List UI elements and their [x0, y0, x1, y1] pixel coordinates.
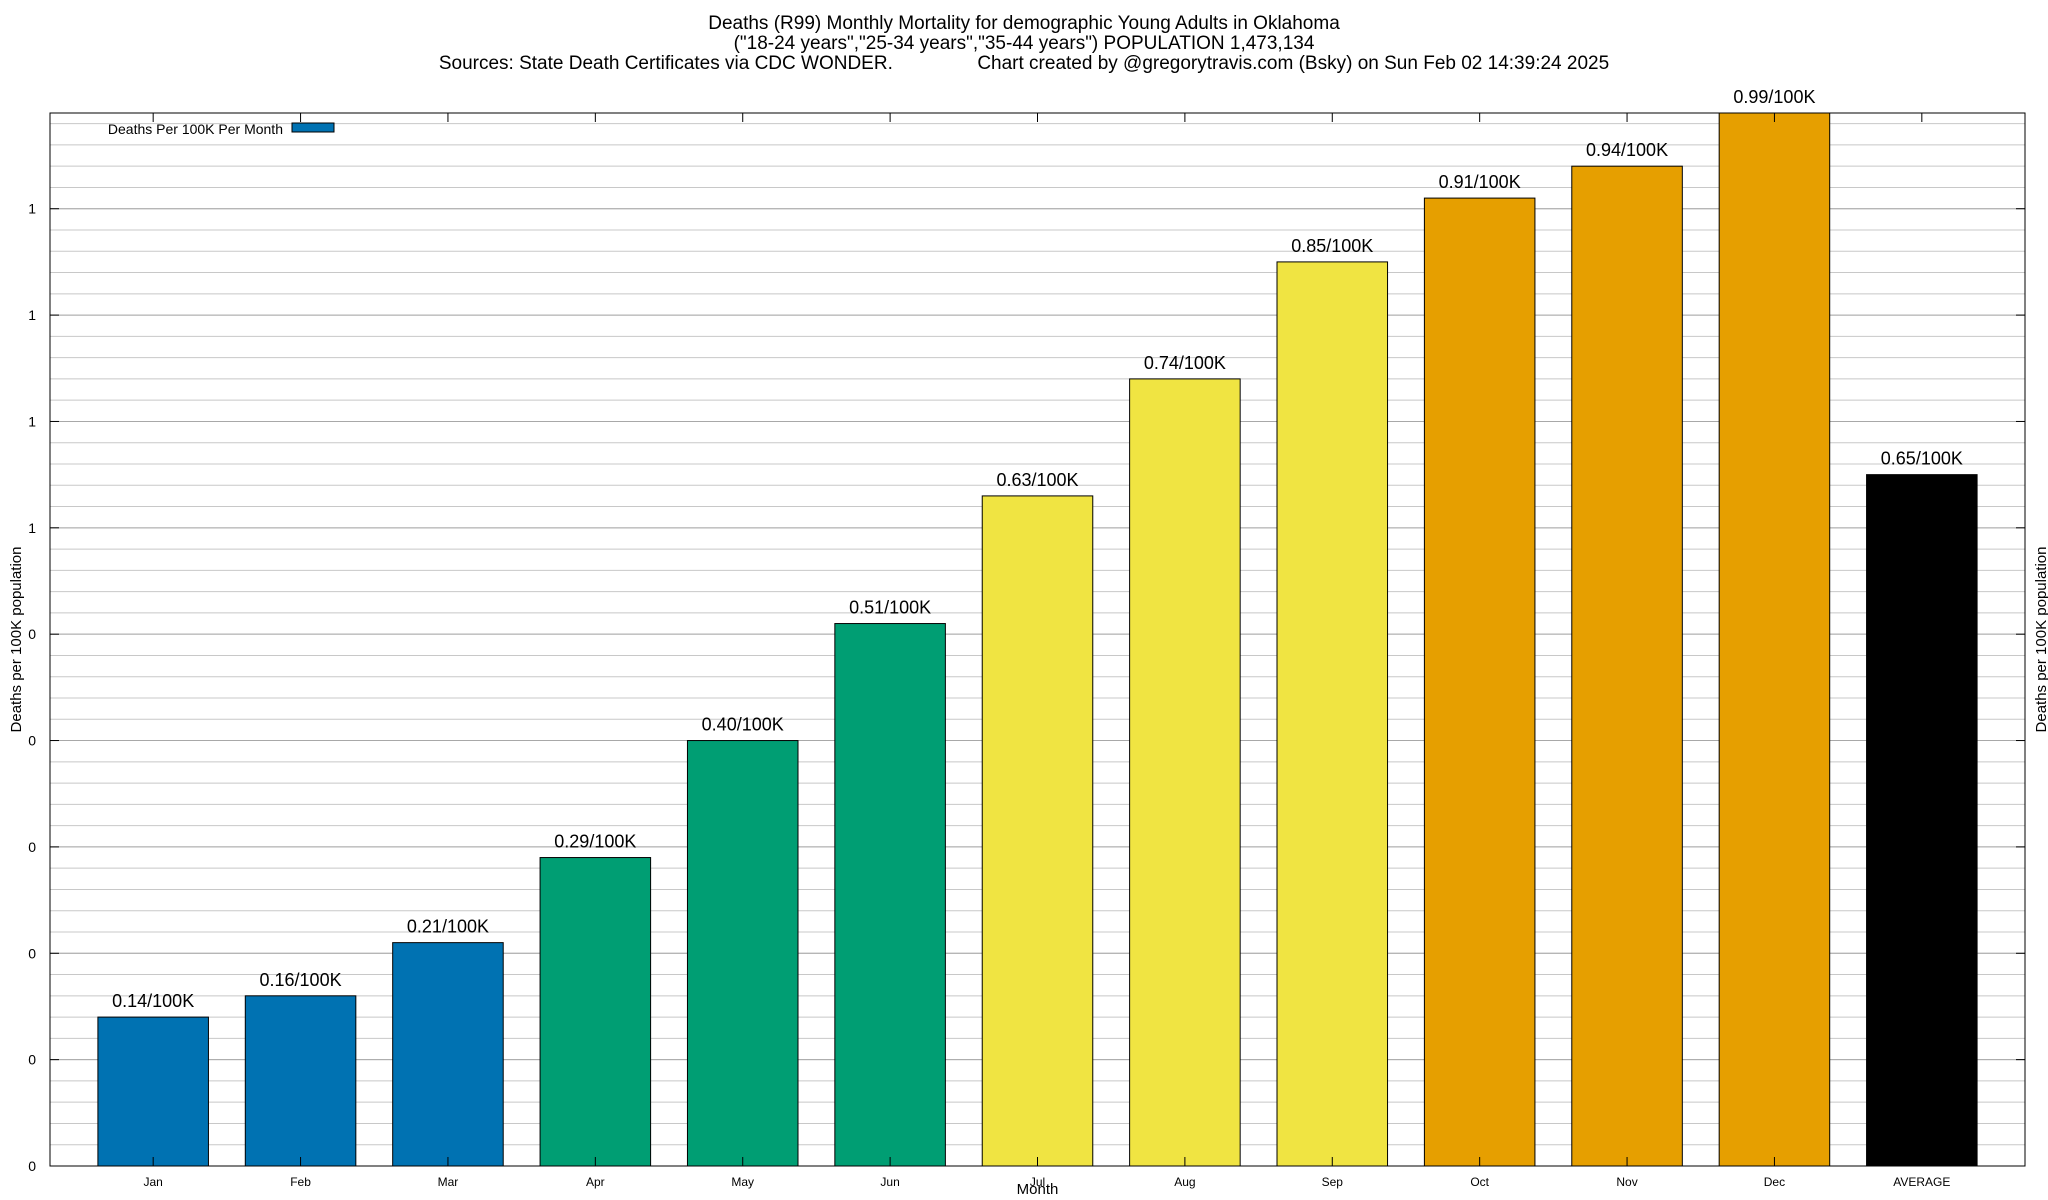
x-tick-label: Oct	[1470, 1175, 1489, 1189]
y-axis-title: Deaths per 100K population	[8, 547, 25, 733]
bar-value-label: 0.14/100K	[112, 991, 194, 1011]
bar-jan	[97, 1016, 209, 1167]
bar-value-label: 0.85/100K	[1291, 236, 1373, 256]
bars	[97, 112, 1978, 1167]
y-tick-label: 0	[28, 839, 36, 855]
x-tick-label: Sep	[1322, 1175, 1344, 1189]
bar-apr	[539, 857, 652, 1167]
bar-value-label: 0.29/100K	[554, 832, 636, 852]
bar-aug	[1129, 378, 1241, 1167]
y-tick-label: 0	[28, 1158, 36, 1174]
bar-value-label: 0.99/100K	[1733, 87, 1815, 107]
x-tick-label: May	[731, 1175, 754, 1189]
legend-swatch	[291, 122, 335, 133]
bar-value-label: 0.94/100K	[1586, 140, 1668, 160]
chart-subtitle: ("18-24 years","25-34 years","35-44 year…	[733, 33, 1315, 54]
bar-value-label: 0.65/100K	[1881, 449, 1963, 469]
y-tick-label: 0	[28, 626, 36, 642]
bar-sep	[1276, 261, 1389, 1167]
x-tick-label: Aug	[1174, 1175, 1195, 1189]
x-tick-label: Jun	[880, 1175, 899, 1189]
x-tick-label: Apr	[586, 1175, 605, 1189]
x-tick-label: AVERAGE	[1893, 1175, 1950, 1189]
bar-mar	[392, 942, 504, 1167]
bar-may	[686, 740, 799, 1167]
bar-feb	[244, 995, 357, 1167]
x-axis-title: Month	[1017, 1181, 1059, 1198]
bar-value-label: 0.21/100K	[407, 917, 489, 937]
axes: 0 0 0 0 0 0 1 1 1 1 Jan Feb Mar Apr May Jun Jul Aug Sep Oct…	[28, 113, 2025, 1189]
x-tick-label: Feb	[290, 1175, 311, 1189]
legend-label: Deaths Per 100K Per Month	[108, 121, 283, 137]
y-tick-label: 1	[28, 307, 36, 323]
legend: Deaths Per 100K Per Month	[108, 121, 335, 137]
bar-value-label: 0.63/100K	[996, 470, 1078, 490]
x-tick-label: Jul	[1030, 1175, 1045, 1189]
chart-source-line: Sources: State Death Certificates via CD…	[438, 53, 1610, 74]
y-tick-label: 0	[28, 1052, 36, 1068]
chart-header: Deaths (R99) Monthly Mortality for demog…	[0, 14, 2048, 74]
y-tick-label: 0	[28, 945, 36, 961]
chart-title: Deaths (R99) Monthly Mortality for demog…	[708, 13, 1340, 34]
bar-dec	[1718, 112, 1831, 1167]
y-tick-label: 0	[28, 733, 36, 749]
y-tick-label: 1	[28, 413, 36, 429]
bar-value-label: 0.40/100K	[702, 715, 784, 735]
bar-value-label: 0.51/100K	[849, 598, 931, 618]
bar-jul	[981, 495, 1094, 1167]
y-tick-label: 1	[28, 520, 36, 536]
x-tick-label: Nov	[1616, 1175, 1637, 1189]
bar-jun	[834, 623, 946, 1167]
y-tick-label: 1	[28, 201, 36, 217]
bar-oct	[1423, 197, 1536, 1167]
plot-frame	[49, 112, 2026, 1167]
bar-value-labels: 0.14/100K 0.16/100K 0.21/100K 0.29/100K 0.40…	[112, 87, 1963, 1011]
bar-value-label: 0.91/100K	[1439, 172, 1521, 192]
bar-nov	[1571, 165, 1683, 1167]
y2-axis-title: Deaths per 100K population	[2033, 547, 2048, 733]
bar-value-label: 0.16/100K	[260, 970, 342, 990]
x-tick-label: Dec	[1764, 1175, 1785, 1189]
bar-average	[1866, 474, 1978, 1167]
bar-value-label: 0.74/100K	[1144, 353, 1226, 373]
x-tick-label: Jan	[143, 1175, 162, 1189]
x-tick-label: Mar	[438, 1175, 459, 1189]
